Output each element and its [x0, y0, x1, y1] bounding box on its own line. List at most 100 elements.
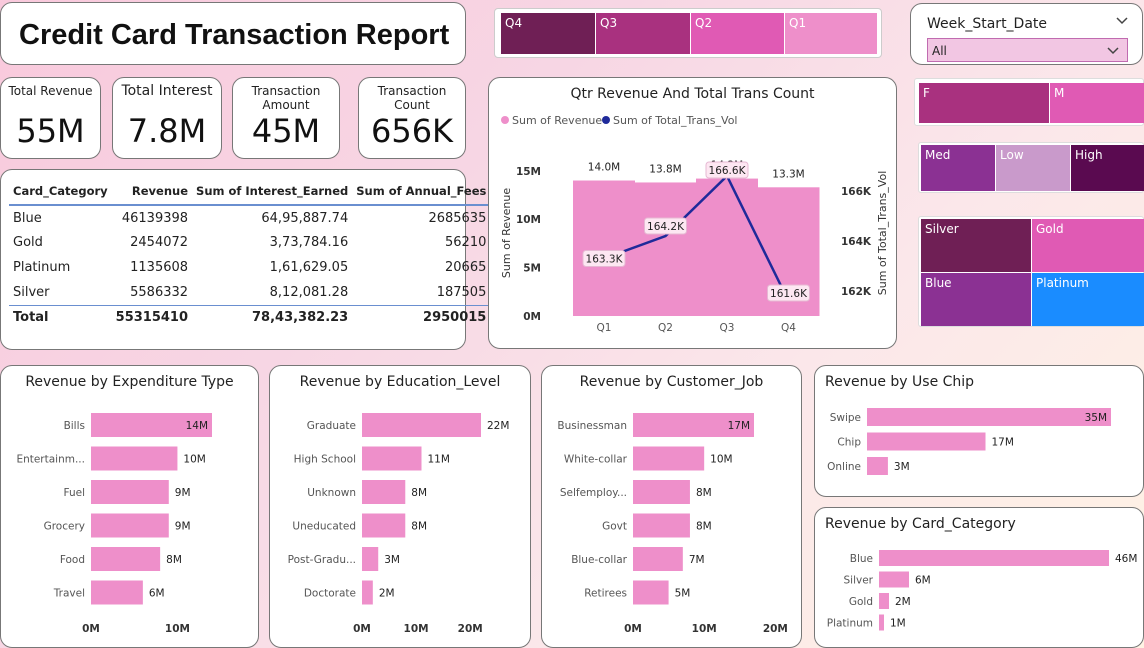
chart-title: Revenue by Expenditure Type: [25, 374, 234, 390]
table-row[interactable]: Gold 2454072 3,73,784.16 56210: [9, 230, 490, 255]
category-label: Doctorate: [304, 588, 356, 600]
data-label: 8M: [696, 487, 712, 499]
tile-label: Silver: [925, 222, 959, 236]
bar: [362, 480, 406, 504]
week-start-date-slicer: Week_Start_Date All: [910, 3, 1143, 65]
bar: [362, 513, 406, 538]
expenditure-bar-chart: Bills 14M Entertainm... 10M Fuel 9M Grocery 9M F…: [16, 413, 212, 635]
quarter-slicer: Q4 Q3 Q2 Q1: [494, 8, 882, 58]
data-label: 3M: [894, 461, 910, 473]
sat-tile-low[interactable]: Low: [996, 145, 1070, 191]
table-cell: 46139398: [121, 210, 189, 226]
sat-tile-high[interactable]: High: [1071, 145, 1144, 191]
chart-title: Revenue by Use Chip: [825, 374, 975, 390]
chevron-down-icon[interactable]: [1116, 17, 1128, 25]
table-cell: 1,61,629.05: [269, 260, 349, 275]
data-label: 2M: [895, 596, 911, 608]
sat-tile-med[interactable]: Med: [921, 145, 995, 191]
quarter-tile-q3[interactable]: Q3: [596, 13, 690, 54]
kpi-label: Transaction Amount: [251, 84, 321, 112]
category-label: Q3: [720, 322, 735, 334]
table-header-row: Card_Category Revenue Sum of Interest_Ea…: [9, 178, 491, 206]
data-label-box: [767, 284, 810, 302]
tile-label: Blue: [925, 276, 952, 290]
column-header[interactable]: Revenue: [111, 178, 193, 206]
table-cell: 187505: [436, 284, 487, 300]
tile-label: M: [1054, 86, 1065, 100]
card-category-bar-chart: Blue 46M Silver 6M Gold 2M Platinum 1M: [827, 550, 1137, 631]
bar: [362, 413, 481, 437]
card-tile-blue[interactable]: Blue: [921, 273, 1031, 326]
report-title-card: Credit Card Transaction Report: [0, 2, 466, 65]
data-label: 8M: [166, 554, 182, 566]
card-tile-silver[interactable]: Silver: [921, 219, 1031, 272]
column-header[interactable]: Card_Category: [9, 178, 112, 206]
chart-title: Qtr Revenue And Total Trans Count: [570, 86, 815, 102]
column-header[interactable]: Sum of Interest_Earned: [192, 178, 353, 206]
card-category-chart-card: Revenue by Card_Category Blue 46M Silver 6M…: [814, 507, 1144, 648]
data-label-box: [705, 161, 749, 179]
line-series: [603, 173, 790, 302]
kpi-label: Total Revenue: [8, 84, 93, 98]
card-tile-gold[interactable]: Gold: [1032, 219, 1144, 272]
chart-title: Revenue by Education_Level: [299, 374, 501, 390]
data-label: 46M: [1115, 553, 1137, 565]
data-label: 10M: [710, 454, 732, 466]
category-label: Businessman: [557, 420, 627, 432]
bar: [633, 413, 754, 437]
category-label: Online: [827, 461, 861, 473]
bar: [867, 432, 986, 451]
week-dropdown[interactable]: All: [927, 38, 1128, 62]
table-row[interactable]: Blue 46139398 64,95,887.74 2685635: [9, 205, 490, 230]
kpi-value: 7.8M: [127, 112, 207, 150]
data-label: 6M: [149, 588, 165, 600]
kpi-total-revenue: Total Revenue 55M: [0, 77, 101, 159]
quarter-tile-q4[interactable]: Q4: [501, 13, 595, 54]
data-label: 8M: [696, 521, 712, 533]
card-category-table-card: Card_Category Revenue Sum of Interest_Ea…: [0, 169, 491, 350]
axis-tick-label: 166K: [841, 186, 872, 198]
quarter-tile-q1[interactable]: Q1: [785, 13, 877, 54]
bar: [867, 408, 1111, 426]
card-category-table: Card_Category Revenue Sum of Interest_Ea…: [9, 178, 491, 330]
legend-marker: [602, 116, 610, 124]
education-chart-card: Revenue by Education_Level Graduate 22M Hi…: [269, 365, 531, 648]
table-cell: Silver: [13, 284, 50, 300]
customer-job-bar-chart: Businessman 17M White-collar 10M Selfemploy.…: [557, 413, 788, 635]
bar: [879, 593, 889, 609]
table-cell: 56210: [445, 235, 487, 250]
bar: [91, 513, 169, 538]
data-label: 3M: [384, 554, 400, 566]
kpi-value: 55M: [16, 112, 85, 150]
data-label: 13.3M: [772, 168, 804, 180]
bar: [91, 580, 143, 605]
table-row[interactable]: Platinum 1135608 1,61,629.05 20665: [9, 255, 490, 280]
category-label: Selfemploy...: [560, 487, 627, 499]
bar: [879, 571, 909, 588]
category-label: Retirees: [584, 588, 627, 600]
category-label: Q2: [658, 322, 673, 334]
axis-tick-label: 10M: [165, 623, 190, 635]
table-cell: 64,95,887.74: [261, 210, 349, 226]
gender-tile-f[interactable]: F: [919, 83, 1049, 123]
category-label: Q4: [781, 322, 796, 334]
bar: [91, 413, 212, 437]
kpi-value: 656K: [370, 112, 454, 150]
category-label: Food: [60, 554, 85, 566]
bar: [696, 178, 758, 316]
qtr-revenue-chart: Sum of Revenue Sum of Total_Trans_Vol 0M 5M…: [500, 114, 889, 334]
quarter-tile-q2[interactable]: Q2: [691, 13, 784, 54]
kpi-label: Total Interest: [121, 83, 213, 99]
gender-tile-m[interactable]: M: [1050, 83, 1144, 123]
column-header[interactable]: Sum of Annual_Fees: [352, 178, 491, 206]
bar: [879, 550, 1109, 566]
data-label: 164.2K: [647, 221, 685, 233]
table-cell: 5586332: [130, 284, 189, 300]
tile-label: Q2: [695, 16, 713, 30]
bar: [633, 580, 669, 605]
card-tile-platinum[interactable]: Platinum: [1032, 273, 1144, 326]
table-row[interactable]: Silver 5586332 8,12,081.28 187505: [9, 280, 490, 305]
education-bar-chart: Graduate 22M High School 11M Unknown 8M Uneduc…: [288, 413, 509, 635]
category-label: High School: [294, 454, 356, 466]
category-label: Bills: [64, 420, 85, 432]
